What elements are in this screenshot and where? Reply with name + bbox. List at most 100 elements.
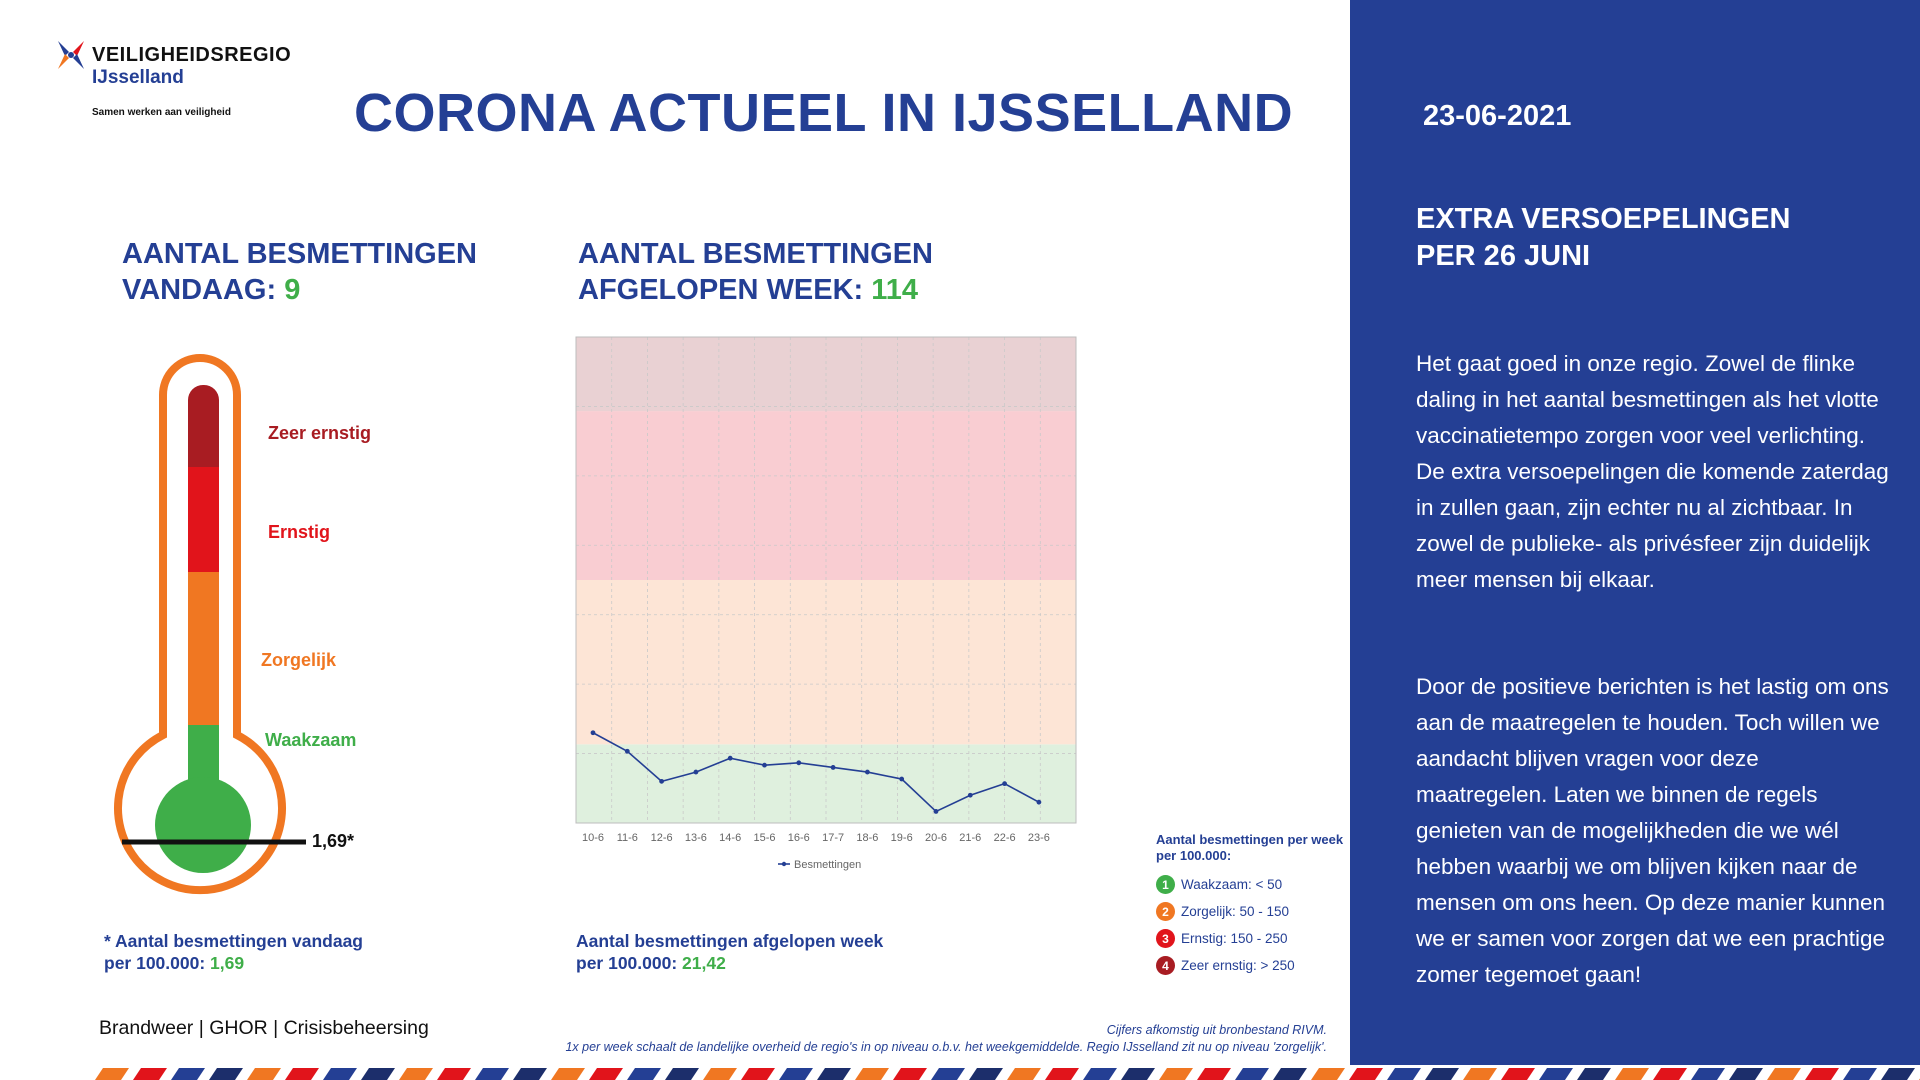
stripe-segment	[1387, 1068, 1421, 1080]
stripe-segment	[1121, 1068, 1155, 1080]
stripe-segment	[209, 1068, 243, 1080]
chart-x-tick-label: 21-6	[959, 832, 981, 844]
weekly-chart: 10-6 11-6 12-6 13-6 14-6 15-6 16-6 17-7 18-6 19-6…	[560, 330, 1080, 880]
legend-item-label: Ernstig: 150 - 250	[1181, 931, 1288, 946]
stripe-segment	[1881, 1068, 1915, 1080]
chart-data-point	[659, 778, 664, 784]
today-heading-line1: AANTAL BESMETTINGEN	[122, 238, 477, 270]
week-footnote-line2: per 100.000: 21,42	[576, 952, 883, 974]
stripe-segment	[475, 1068, 509, 1080]
chart-x-tick-label: 17-7	[822, 832, 844, 844]
chart-data-point	[693, 769, 699, 775]
stripe-segment	[361, 1068, 395, 1080]
legend-item: 2 Zorgelijk: 50 - 150	[1156, 898, 1346, 925]
stripe-segment	[1311, 1068, 1345, 1080]
legend-item: 4 Zeer ernstig: > 250	[1156, 952, 1346, 979]
today-footnote-line2: per 100.000: 1,69	[104, 952, 363, 974]
legend-item-label: Zeer ernstig: > 250	[1181, 958, 1295, 973]
stripe-segment	[1767, 1068, 1801, 1080]
panel-heading-line1: EXTRA VERSOEPELINGEN	[1416, 203, 1791, 235]
week-footnote-value: 21,42	[682, 953, 726, 973]
week-heading-label: AFGELOPEN WEEK:	[578, 274, 872, 306]
legend-item-label: Zorgelijk: 50 - 150	[1181, 904, 1290, 919]
stripe-segment	[1653, 1068, 1687, 1080]
legend-item: 1 Waakzaam: < 50	[1156, 871, 1346, 898]
stripe-segment	[1083, 1068, 1117, 1080]
stripe-segment	[1805, 1068, 1839, 1080]
stripe-segment	[627, 1068, 661, 1080]
stripe-segment	[95, 1068, 129, 1080]
today-heading: AANTAL BESMETTINGEN VANDAAG: 9	[122, 236, 477, 308]
stripe-segment	[1235, 1068, 1269, 1080]
chart-data-point	[967, 792, 973, 798]
stripe-segment	[969, 1068, 1003, 1080]
stripe-segment	[1539, 1068, 1573, 1080]
chart-data-point	[1002, 781, 1007, 787]
stripe-segment	[1159, 1068, 1193, 1080]
chart-legend-label: Besmettingen	[794, 859, 861, 871]
stripe-segment	[133, 1068, 167, 1080]
stripe-segment	[1729, 1068, 1763, 1080]
today-heading-line2: VANDAAG: 9	[122, 272, 477, 308]
stripe-segment	[1273, 1068, 1307, 1080]
level-legend: Aantal besmettingen per week per 100.000…	[1156, 832, 1346, 979]
today-count: 9	[284, 274, 301, 306]
footer-source-line1: Cijfers afkomstig uit bronbestand RIVM.	[1106, 1023, 1327, 1037]
stripe-segment	[741, 1068, 775, 1080]
stripe-segment	[437, 1068, 471, 1080]
chart-data-point	[830, 765, 836, 770]
chart-data-point	[727, 755, 733, 761]
chart-data-point	[1036, 799, 1042, 805]
stripe-segment	[513, 1068, 547, 1080]
today-footnote-value: 1,69	[210, 953, 245, 973]
chart-x-tick-label: 13-6	[685, 832, 707, 844]
stripe-segment	[1615, 1068, 1649, 1080]
chart-x-tick-label: 22-6	[994, 832, 1016, 844]
chart-x-tick-label: 19-6	[891, 832, 913, 844]
footer-source: Cijfers afkomstig uit bronbestand RIVM. …	[565, 1022, 1327, 1056]
legend-number-badge: 3	[1156, 929, 1175, 948]
chart-legend-marker	[781, 861, 787, 867]
panel-heading-line2: PER 26 JUNI	[1416, 240, 1591, 272]
chart-x-tick-label: 14-6	[719, 832, 741, 844]
panel-paragraph-1: Het gaat goed in onze regio. Zowel de fl…	[1416, 351, 1889, 592]
legend-number-badge: 1	[1156, 875, 1175, 894]
legend-list: 1 Waakzaam: < 50 2 Zorgelijk: 50 - 150 3…	[1156, 871, 1346, 979]
level-label-ernstig: Ernstig	[268, 522, 331, 542]
stripe-segment	[285, 1068, 319, 1080]
today-footnote-label: per 100.000:	[104, 953, 211, 973]
stripe-segment	[1425, 1068, 1459, 1080]
stripe-segment	[1691, 1068, 1725, 1080]
stripe-segment	[1007, 1068, 1041, 1080]
week-footnote-label: per 100.000:	[576, 953, 683, 973]
stripe-segment	[703, 1068, 737, 1080]
chart-x-tick-label: 11-6	[617, 832, 638, 844]
legend-number-badge: 4	[1156, 956, 1175, 975]
footer-source-line2: 1x per week schaalt de landelijke overhe…	[565, 1040, 1327, 1054]
stripe-segment	[1501, 1068, 1535, 1080]
panel-paragraph-2: Door de positieve berichten is het lasti…	[1416, 674, 1889, 987]
chart-series-line	[592, 732, 1040, 813]
stripe-segment	[1577, 1068, 1611, 1080]
footer-organizations: Brandweer | GHOR | Crisisbeheersing	[99, 1017, 429, 1039]
panel-heading: EXTRA VERSOEPELINGEN PER 26 JUNI	[1416, 201, 1790, 275]
logo-name: VEILIGHEIDSREGIO	[92, 44, 292, 66]
stripe-segment	[665, 1068, 699, 1080]
chart-plot-frame	[575, 336, 1077, 824]
stripe-segment	[551, 1068, 585, 1080]
today-footnote: * Aantal besmettingen vandaag per 100.00…	[104, 930, 363, 974]
stripe-segment	[323, 1068, 357, 1080]
stripe-segment	[589, 1068, 623, 1080]
week-footnote-line1: Aantal besmettingen afgelopen week	[576, 931, 884, 951]
level-label-zeer-ernstig: Zeer ernstig	[268, 423, 372, 443]
chart-x-tick-label: 23-6	[1028, 832, 1050, 844]
today-footnote-line1: * Aantal besmettingen vandaag	[104, 931, 363, 951]
stripe-segment	[1197, 1068, 1231, 1080]
chart-data-point	[933, 809, 939, 814]
stripe-segment	[1463, 1068, 1497, 1080]
chart-data-point	[624, 748, 630, 754]
legend-item-label: Waakzaam: < 50	[1181, 877, 1283, 892]
chart-x-tick-label: 18-6	[856, 832, 878, 844]
stripe-segment	[855, 1068, 889, 1080]
chart-data-point	[796, 760, 802, 766]
